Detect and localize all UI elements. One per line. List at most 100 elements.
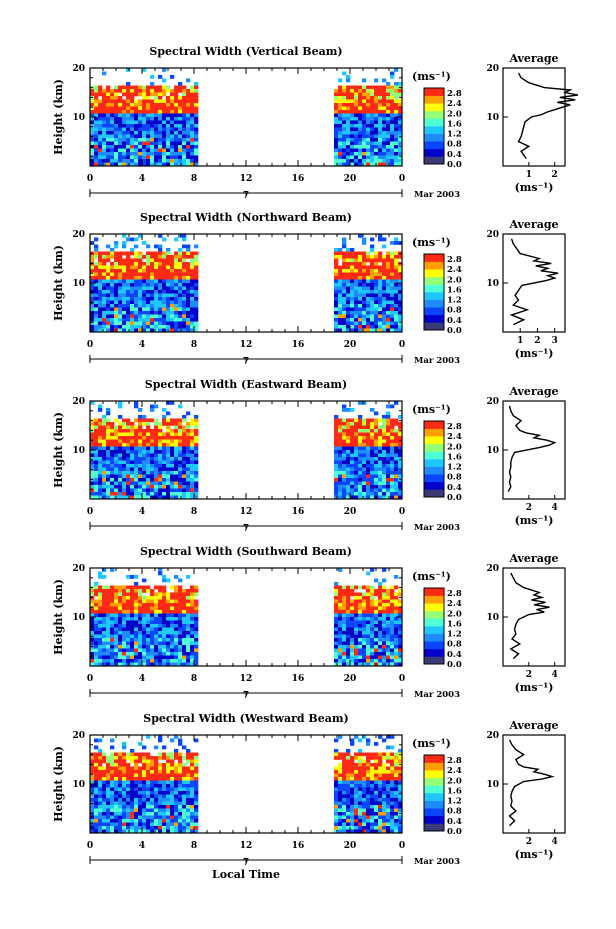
heatmap-cell [174,474,179,479]
heatmap-cell [342,272,347,277]
heatmap-cell [382,457,387,461]
heatmap-cell [102,457,107,461]
heatmap-cell [334,485,339,489]
heatmap-cell [354,304,359,308]
heatmap-cell [186,766,191,771]
heatmap-cell [102,467,107,472]
heatmap-cell [102,422,107,426]
heatmap-cell [90,141,95,146]
x-tick-label: 0 [399,174,405,184]
heatmap-cell [178,300,183,305]
panel-title: Spectral Width (Northward Beam) [140,211,352,224]
heatmap-cell [374,152,379,156]
heatmap-cell [334,103,339,107]
colorbar-tick-label: 2.0 [447,109,462,119]
heatmap-cell [122,596,127,600]
heatmap-cell [138,592,143,597]
heatmap-cell [178,265,183,270]
heatmap-cell [98,575,103,579]
heatmap-cell [374,279,379,284]
heatmap-cell [90,328,95,333]
heatmap-cell [98,617,103,621]
heatmap-cell [122,467,127,472]
heatmap-cell [386,411,391,416]
heatmap-cell [398,110,403,114]
heatmap-cell [194,155,199,160]
heatmap-cell [102,131,107,135]
colorbar-unit: (ms⁻¹) [412,403,451,416]
heatmap-cell [106,89,111,93]
heatmap-cell [98,134,103,139]
heatmap-cell [150,617,155,621]
heatmap-cell [182,745,187,750]
heatmap-cell [166,286,171,291]
heatmap-cell [142,641,147,646]
heatmap-cell [354,474,359,479]
heatmap-cell [366,446,371,451]
heatmap-cell [98,620,103,625]
heatmap-cell [106,117,111,121]
heatmap-cell [366,655,371,660]
heatmap-cell [374,443,379,447]
heatmap-cell [118,592,123,597]
heatmap-cell [370,162,375,167]
heatmap-cell [162,756,167,760]
heatmap-cell [362,422,367,426]
heatmap-cell [338,272,343,277]
heatmap-cell [350,148,355,153]
heatmap-cell [194,610,199,614]
heatmap-cell [358,610,363,614]
heatmap-cell [190,162,195,167]
heatmap-cell [130,117,135,121]
heatmap-cell [382,304,387,308]
heatmap-cell [194,307,199,312]
heatmap-cell [374,592,379,597]
heatmap-cell [182,251,187,256]
heatmap-cell [394,446,399,451]
heatmap-cell [390,276,395,280]
heatmap-cell [350,96,355,100]
heatmap-cell [90,425,95,430]
heatmap-cell [146,457,151,461]
heatmap-cell [186,155,191,160]
heatmap-cell [338,307,343,312]
colorbar-swatch [424,451,444,460]
heatmap-cell [142,759,147,764]
heatmap-cell [178,478,183,482]
heatmap-cell [338,474,343,479]
heatmap-cell [146,148,151,153]
heatmap-cell [194,599,199,604]
heatmap-cell [150,258,155,263]
heatmap-cell [194,304,199,308]
heatmap-cell [90,773,95,778]
heatmap-cell [134,645,139,649]
heatmap-cell [370,453,375,458]
heatmap-cell [178,279,183,284]
heatmap-cell [350,318,355,322]
heatmap-cell [158,659,163,663]
heatmap-cell [162,127,167,132]
heatmap-cell [142,269,147,273]
heatmap-cell [106,641,111,646]
heatmap-cell [398,759,403,764]
heatmap-cell [350,450,355,454]
heatmap-cell [122,251,127,256]
heatmap-cell [102,648,107,653]
heatmap-cell [146,113,151,118]
heatmap-cell [114,457,119,461]
heatmap-cell [138,311,143,315]
heatmap-cell [390,620,395,625]
heatmap-cell [126,272,131,277]
heatmap-cell [174,251,179,256]
colorbar-swatch [424,95,444,104]
heatmap-cell [398,314,403,319]
heatmap-cell [190,293,195,298]
heatmap-cell [386,286,391,291]
heatmap-cell [154,766,159,771]
heatmap-cell [130,474,135,479]
heatmap-cell [362,251,367,256]
heatmap-cell [98,460,103,465]
heatmap-cell [102,429,107,433]
heatmap-cell [158,620,163,625]
heatmap-cell [346,269,351,273]
